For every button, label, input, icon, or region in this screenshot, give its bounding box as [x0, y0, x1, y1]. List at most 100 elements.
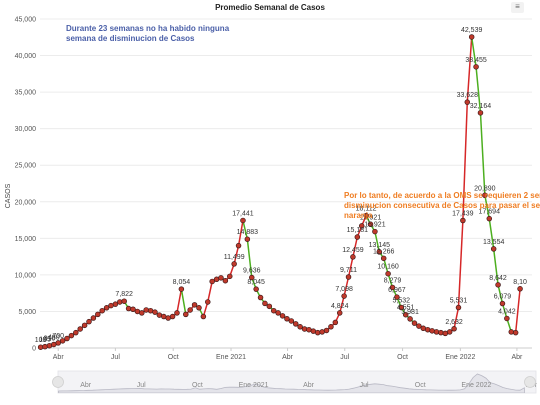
data-point[interactable]: [222, 277, 229, 284]
data-point[interactable]: [231, 261, 237, 267]
data-point[interactable]: [200, 313, 207, 320]
data-point[interactable]: [367, 221, 374, 228]
data-point[interactable]: [464, 99, 471, 105]
data-point[interactable]: [490, 246, 497, 252]
data-point[interactable]: [411, 320, 418, 326]
data-point[interactable]: [297, 324, 303, 330]
data-point[interactable]: [275, 310, 281, 316]
data-point[interactable]: [169, 313, 176, 320]
data-point[interactable]: [77, 326, 83, 332]
data-point[interactable]: [174, 310, 180, 316]
data-point[interactable]: [121, 298, 127, 304]
data-point[interactable]: [512, 329, 519, 336]
data-point[interactable]: [292, 321, 299, 327]
data-point[interactable]: [389, 284, 396, 291]
data-point[interactable]: [350, 254, 356, 260]
data-point[interactable]: [473, 64, 479, 70]
data-point[interactable]: [240, 217, 246, 224]
data-point[interactable]: [86, 318, 92, 325]
data-point[interactable]: [499, 300, 506, 307]
data-point[interactable]: [218, 275, 224, 281]
data-point[interactable]: [345, 274, 352, 280]
data-point[interactable]: [314, 329, 321, 336]
data-point[interactable]: [37, 344, 44, 350]
data-point[interactable]: [205, 299, 211, 305]
data-point[interactable]: [508, 329, 515, 335]
data-point[interactable]: [270, 307, 277, 314]
data-point[interactable]: [112, 301, 119, 307]
data-point[interactable]: [103, 305, 110, 311]
data-point[interactable]: [262, 300, 268, 307]
data-point[interactable]: [517, 286, 523, 292]
data-point[interactable]: [183, 311, 189, 318]
data-point[interactable]: [279, 313, 286, 319]
data-point[interactable]: [332, 319, 339, 326]
data-point[interactable]: [446, 329, 453, 335]
data-point[interactable]: [42, 343, 48, 350]
data-point[interactable]: [143, 307, 149, 313]
data-point[interactable]: [284, 316, 290, 322]
data-point[interactable]: [46, 342, 53, 349]
data-point[interactable]: [95, 311, 101, 318]
data-point[interactable]: [433, 329, 440, 335]
data-point[interactable]: [196, 305, 202, 311]
data-point[interactable]: [99, 307, 105, 314]
data-point[interactable]: [486, 215, 493, 222]
data-point[interactable]: [394, 294, 400, 300]
data-point[interactable]: [235, 242, 242, 249]
data-point[interactable]: [266, 303, 273, 310]
data-point[interactable]: [504, 315, 510, 322]
data-point[interactable]: [187, 307, 193, 313]
data-point[interactable]: [209, 278, 215, 285]
data-point[interactable]: [380, 255, 387, 262]
data-point[interactable]: [416, 323, 422, 329]
data-point[interactable]: [301, 326, 308, 332]
data-point[interactable]: [477, 110, 484, 116]
data-point[interactable]: [424, 326, 431, 333]
data-point[interactable]: [288, 318, 295, 324]
data-point[interactable]: [130, 306, 136, 313]
data-point[interactable]: [398, 304, 405, 311]
data-point[interactable]: [354, 234, 361, 240]
data-point[interactable]: [482, 192, 488, 199]
data-point[interactable]: [451, 326, 457, 332]
data-point[interactable]: [323, 327, 330, 334]
data-point[interactable]: [407, 316, 413, 322]
data-point[interactable]: [253, 286, 259, 292]
hamburger-menu-icon[interactable]: ≡: [511, 2, 524, 13]
data-point[interactable]: [178, 286, 185, 292]
data-point[interactable]: [73, 329, 79, 336]
data-point[interactable]: [191, 302, 198, 308]
data-point[interactable]: [68, 332, 75, 339]
data-point[interactable]: [358, 223, 365, 229]
data-point[interactable]: [244, 236, 251, 242]
data-point[interactable]: [249, 274, 255, 281]
data-point[interactable]: [64, 335, 70, 342]
data-point[interactable]: [363, 212, 369, 219]
data-point[interactable]: [336, 310, 343, 316]
data-point[interactable]: [328, 324, 334, 330]
data-point[interactable]: [59, 338, 66, 344]
data-point[interactable]: [81, 322, 88, 329]
data-point[interactable]: [402, 311, 409, 318]
data-point[interactable]: [341, 293, 347, 299]
data-point[interactable]: [455, 304, 462, 311]
data-point[interactable]: [429, 328, 435, 334]
data-point[interactable]: [117, 299, 123, 305]
data-point[interactable]: [438, 329, 444, 336]
data-point[interactable]: [90, 315, 97, 321]
data-point[interactable]: [55, 340, 61, 346]
data-point[interactable]: [139, 310, 145, 316]
data-point[interactable]: [227, 273, 233, 280]
data-point[interactable]: [385, 270, 391, 277]
data-point[interactable]: [257, 294, 264, 301]
data-point[interactable]: [460, 217, 466, 224]
data-point[interactable]: [125, 305, 132, 312]
data-point[interactable]: [495, 282, 501, 288]
navigator-right-handle[interactable]: [524, 376, 536, 388]
data-point[interactable]: [376, 249, 383, 255]
navigator-left-handle[interactable]: [52, 376, 64, 388]
data-point[interactable]: [468, 34, 475, 40]
data-point[interactable]: [372, 228, 378, 235]
